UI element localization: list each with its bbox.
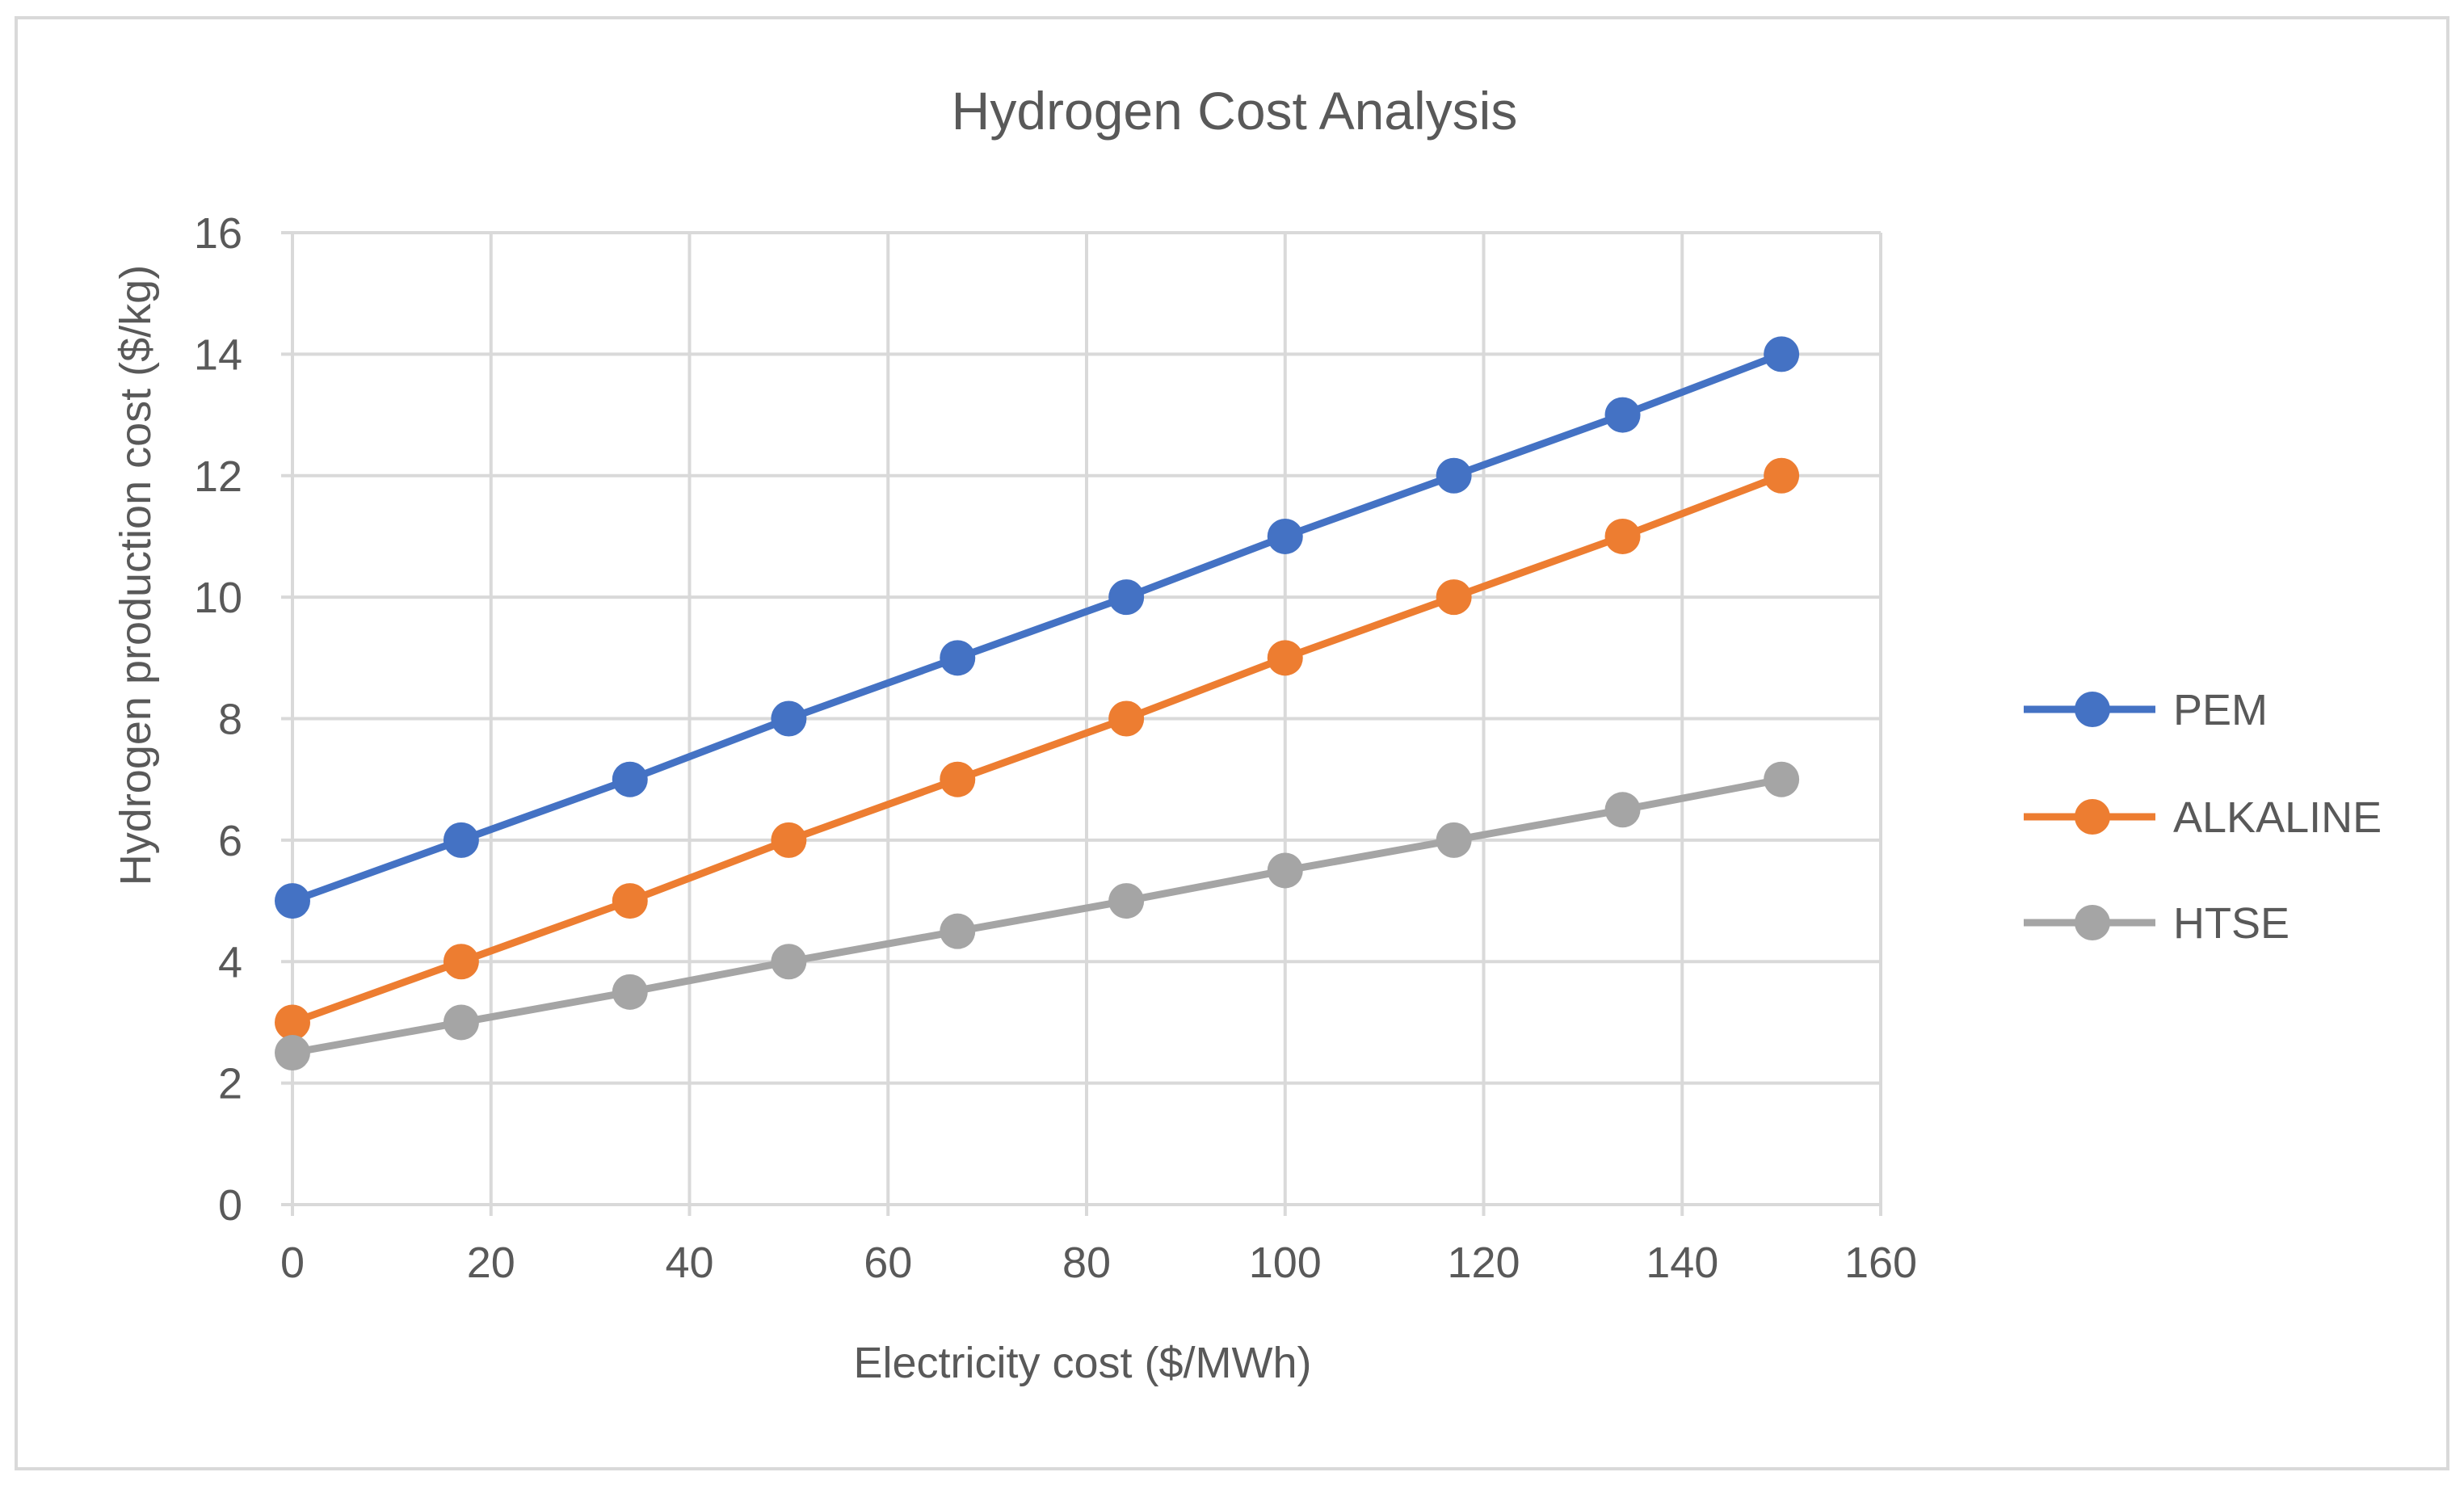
vertical-gridlines	[291, 233, 1882, 1216]
y-axis-title: Hydrogen production cost ($/kg)	[111, 265, 160, 885]
legend-label: PEM	[2173, 686, 2268, 734]
legend-marker	[2075, 692, 2110, 727]
x-tick-label: 80	[1062, 1239, 1111, 1287]
data-point	[771, 700, 807, 737]
data-point	[443, 822, 479, 858]
legend-label: HTSE	[2173, 899, 2290, 948]
y-tick-label: 16	[194, 209, 242, 258]
y-tick-label: 6	[218, 817, 242, 865]
data-point	[1764, 761, 1800, 797]
y-tick-label: 4	[218, 938, 242, 986]
data-point	[1436, 457, 1472, 494]
data-point	[1436, 579, 1472, 616]
data-point	[1108, 579, 1145, 616]
data-point	[1108, 700, 1145, 737]
y-tick-label: 0	[218, 1181, 242, 1230]
data-point	[1108, 883, 1145, 919]
x-tick-label: 120	[1447, 1239, 1520, 1287]
data-point	[275, 1035, 310, 1071]
x-axis-title: Electricity cost ($/MWh)	[853, 1339, 1311, 1387]
chart-frame	[15, 16, 2449, 1470]
series-line-alkaline	[291, 472, 1783, 1026]
data-point	[443, 944, 479, 980]
x-tick-label: 20	[467, 1239, 515, 1287]
x-tick-label: 0	[280, 1239, 305, 1287]
data-point	[940, 761, 976, 797]
legend-item-pem: PEM	[2024, 686, 2268, 734]
legend: PEM ALKALINE HTSE	[2024, 686, 2382, 948]
data-point	[275, 1004, 310, 1041]
data-point	[1764, 336, 1800, 372]
x-tick-label: 100	[1249, 1239, 1322, 1287]
data-point	[1267, 518, 1303, 554]
x-tick-label: 160	[1844, 1239, 1917, 1287]
legend-item-alkaline: ALKALINE	[2024, 793, 2382, 842]
y-tick-label: 2	[218, 1060, 242, 1108]
legend-marker	[2075, 799, 2110, 835]
legend-marker	[2075, 905, 2110, 940]
x-tick-label: 60	[864, 1239, 912, 1287]
data-point	[1604, 397, 1641, 433]
data-point	[1436, 822, 1472, 858]
data-point	[1604, 792, 1641, 828]
legend-item-htse: HTSE	[2024, 899, 2290, 948]
y-tick-label: 14	[194, 330, 242, 379]
data-point	[612, 883, 648, 919]
series-layer	[275, 336, 1800, 1071]
y-axis-ticks: 0 2 4 6 8 10 12 14 16	[194, 209, 242, 1230]
series-alkaline	[275, 457, 1800, 1041]
y-tick-label: 10	[194, 574, 242, 622]
data-point	[940, 640, 976, 676]
data-point	[443, 1004, 479, 1041]
chart-title: Hydrogen Cost Analysis	[952, 81, 1518, 141]
horizontal-gridlines	[281, 231, 1881, 1206]
data-point	[1764, 457, 1800, 494]
data-point	[1267, 640, 1303, 676]
data-point	[1267, 852, 1303, 889]
x-tick-label: 140	[1646, 1239, 1718, 1287]
series-line-pem	[291, 351, 1783, 905]
legend-label: ALKALINE	[2173, 793, 2382, 842]
data-point	[940, 913, 976, 949]
series-line-htse	[292, 776, 1782, 1057]
x-tick-label: 40	[665, 1239, 713, 1287]
y-tick-label: 12	[194, 452, 242, 501]
data-point	[275, 883, 310, 919]
data-point	[771, 822, 807, 858]
series-pem	[275, 336, 1800, 919]
series-htse	[275, 761, 1800, 1071]
data-point	[1604, 518, 1641, 554]
x-axis-ticks: 0 20 40 60 80 100 120 140 160	[280, 1239, 1917, 1287]
data-point	[612, 761, 648, 797]
data-point	[612, 974, 648, 1010]
data-point	[771, 944, 807, 980]
y-tick-label: 8	[218, 696, 242, 744]
